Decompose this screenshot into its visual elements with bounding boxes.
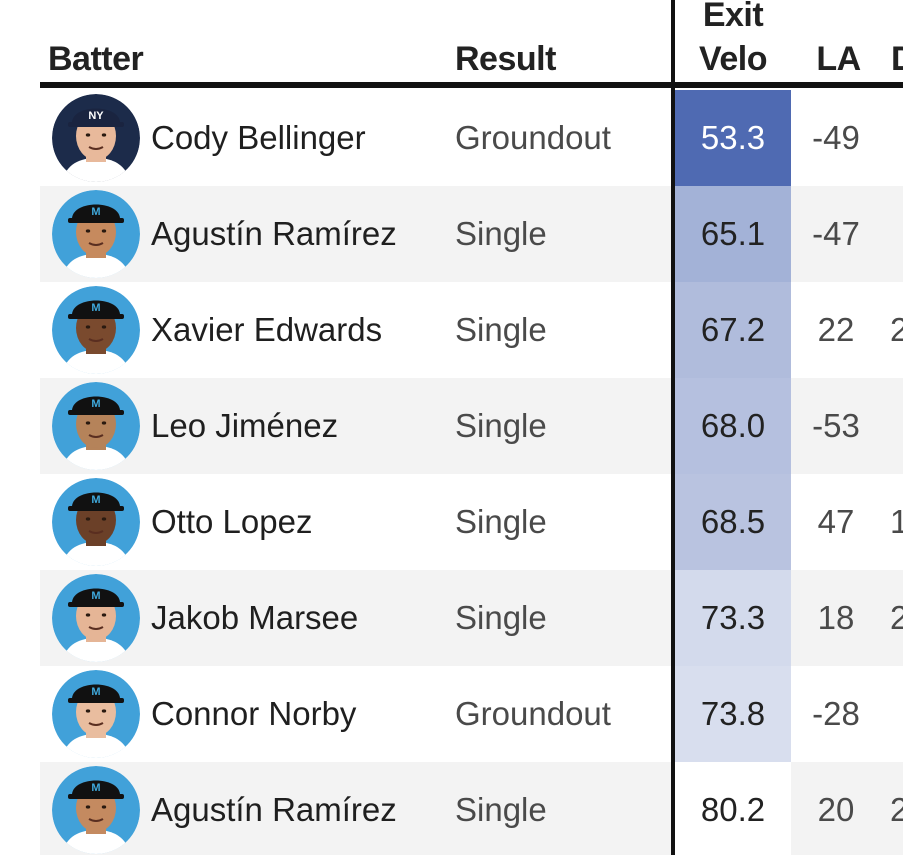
table-row: M Otto Lopez Single 68.5 47 1 — [40, 474, 903, 570]
exit-velo-cell: 73.8 — [675, 666, 791, 762]
svg-text:NY: NY — [88, 110, 104, 122]
launch-angle-cell: -49 — [812, 119, 860, 156]
result-cell: Single — [455, 791, 547, 828]
launch-angle-cell: 18 — [817, 599, 855, 636]
batter-name: Agustín Ramírez — [151, 215, 397, 252]
svg-text:M: M — [91, 302, 100, 314]
svg-text:M: M — [91, 782, 100, 794]
player-headshot-avatar: M — [52, 286, 140, 374]
column-header-launch-angle: LA — [816, 40, 861, 78]
distance-cell-partial: 1 — [890, 503, 903, 540]
batter-name: Jakob Marsee — [151, 599, 359, 636]
launch-angle-cell: -47 — [812, 215, 860, 252]
column-header-distance-partial: D — [891, 40, 903, 78]
player-headshot-avatar: NY — [52, 94, 140, 182]
table-row: NY Cody Bellinger Groundout 53.3 -49 — [40, 90, 903, 186]
exit-velo-cell: 53.3 — [675, 90, 791, 186]
table-row: M Xavier Edwards Single 67.2 22 2 — [40, 282, 903, 378]
player-headshot-avatar: M — [52, 766, 140, 854]
batter-name: Leo Jiménez — [151, 407, 339, 444]
column-header-result: Result — [455, 40, 556, 78]
header-rule — [40, 82, 903, 88]
batter-name: Agustín Ramírez — [151, 791, 397, 828]
svg-text:M: M — [91, 494, 100, 506]
launch-angle-cell: 22 — [817, 311, 855, 348]
exit-velo-divider — [671, 0, 675, 855]
svg-text:M: M — [91, 686, 100, 698]
batter-name: Xavier Edwards — [151, 311, 383, 348]
exit-velo-cell: 67.2 — [675, 282, 791, 378]
table-row: M Leo Jiménez Single 68.0 -53 — [40, 378, 903, 474]
player-headshot-avatar: M — [52, 478, 140, 566]
table-row: M Jakob Marsee Single 73.3 18 2 — [40, 570, 903, 666]
result-cell: Single — [455, 599, 547, 636]
launch-angle-cell: -28 — [812, 695, 860, 732]
table-row: M Agustín Ramírez Single 80.2 20 2 — [40, 762, 903, 855]
result-cell: Single — [455, 311, 547, 348]
exit-velo-cell: 73.3 — [675, 570, 791, 666]
exit-velo-cell: 65.1 — [675, 186, 791, 282]
table-body: NY Cody Bellinger Groundout 53.3 -49 M Agustín… — [40, 90, 903, 855]
svg-text:M: M — [91, 206, 100, 218]
result-cell: Groundout — [455, 119, 611, 156]
result-cell: Single — [455, 407, 547, 444]
player-headshot-avatar: M — [52, 574, 140, 662]
launch-angle-cell: 20 — [817, 791, 855, 828]
launch-angle-cell: 47 — [817, 503, 855, 540]
distance-cell-partial: 2 — [890, 599, 903, 636]
batter-name: Connor Norby — [151, 695, 357, 732]
table-row: M Connor Norby Groundout 73.8 -28 — [40, 666, 903, 762]
distance-cell-partial: 2 — [890, 791, 903, 828]
player-headshot-avatar: M — [52, 190, 140, 278]
exit-velo-cell: 68.0 — [675, 378, 791, 474]
batter-name: Cody Bellinger — [151, 119, 366, 156]
exit-velo-cell: 68.5 — [675, 474, 791, 570]
column-header-exit-velo-line1: Exit — [702, 0, 764, 34]
column-header-batter: Batter — [48, 40, 144, 78]
launch-angle-cell: -53 — [812, 407, 860, 444]
exit-velo-cell: 80.2 — [675, 762, 791, 855]
batter-name: Otto Lopez — [151, 503, 313, 540]
result-cell: Single — [455, 215, 547, 252]
table-row: M Agustín Ramírez Single 65.1 -47 — [40, 186, 903, 282]
player-headshot-avatar: M — [52, 382, 140, 470]
distance-cell-partial: 2 — [890, 311, 903, 348]
player-headshot-avatar: M — [52, 670, 140, 758]
svg-text:M: M — [91, 398, 100, 410]
svg-text:M: M — [91, 590, 100, 602]
result-cell: Single — [455, 503, 547, 540]
result-cell: Groundout — [455, 695, 611, 732]
column-header-exit-velo-line2: Velo — [699, 40, 767, 78]
